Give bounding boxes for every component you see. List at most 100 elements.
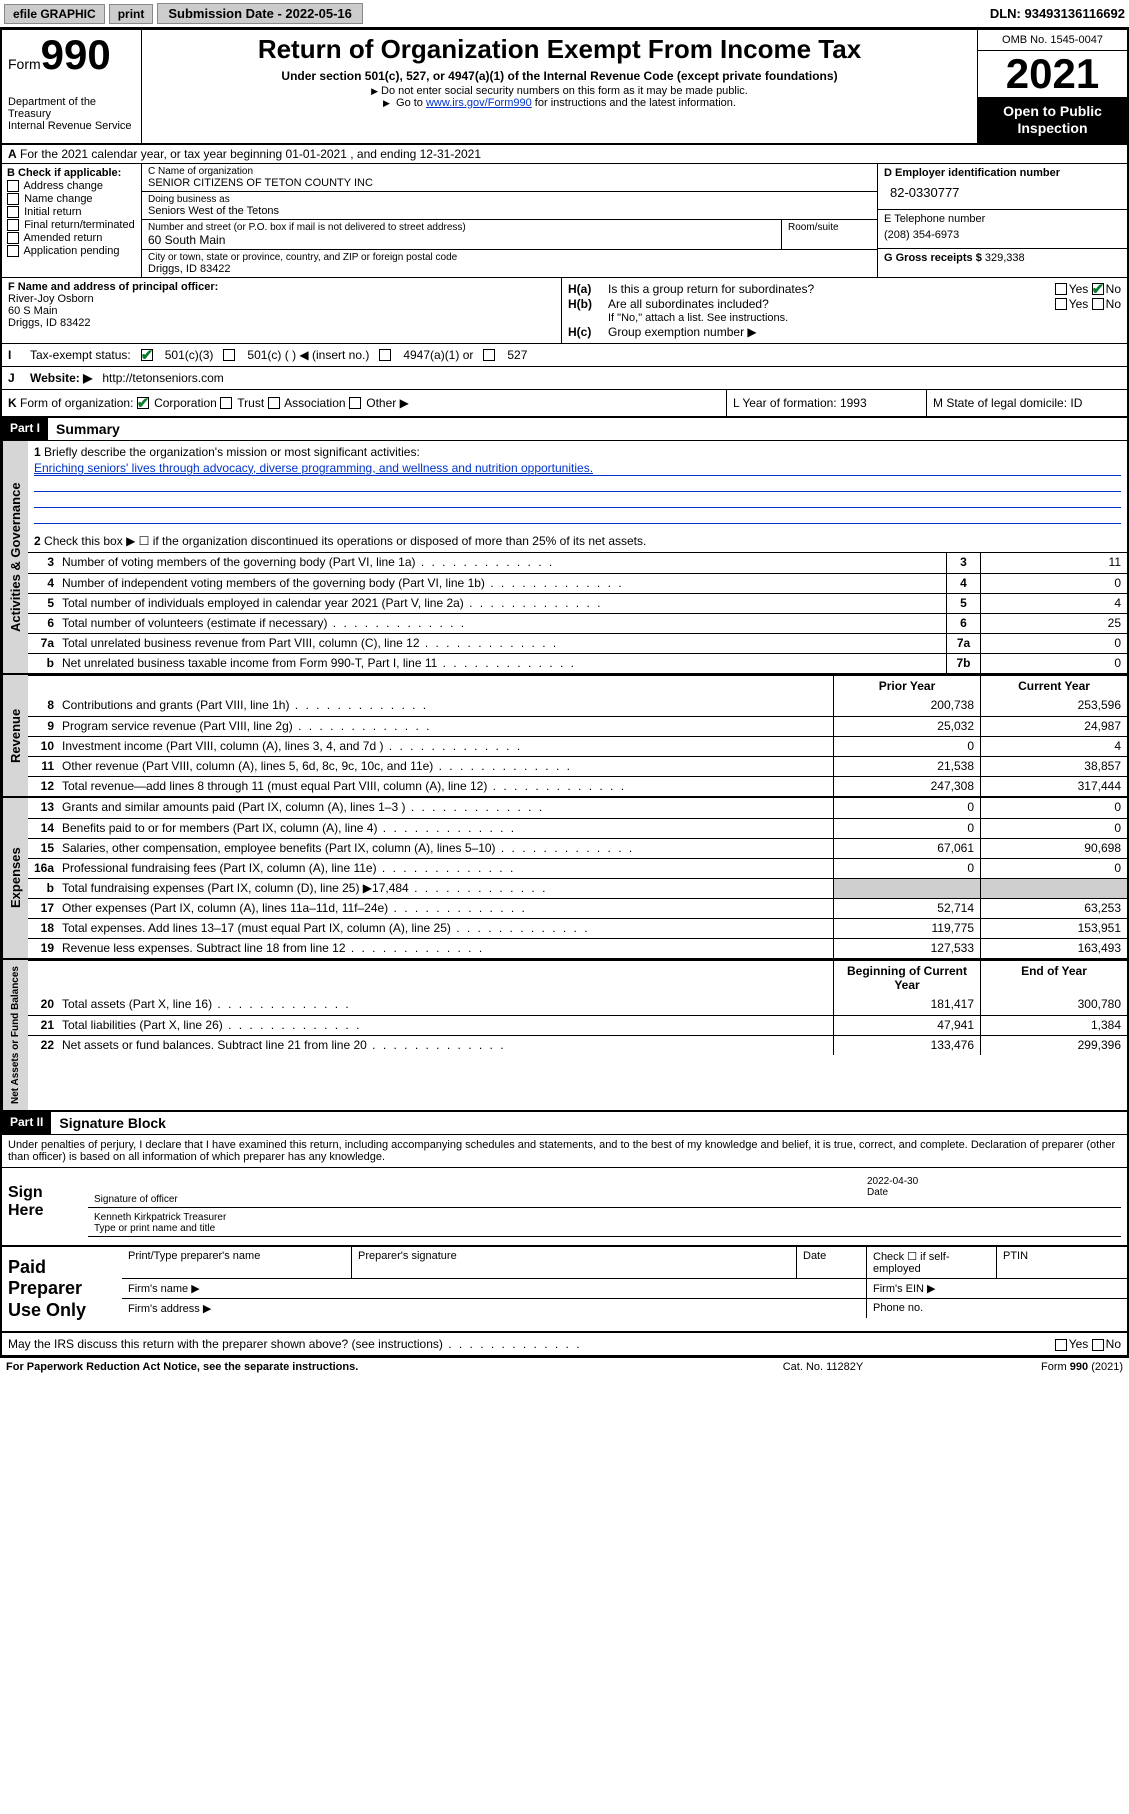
city-label: City or town, state or province, country…: [148, 252, 871, 263]
hb-note: If "No," attach a list. See instructions…: [608, 312, 1121, 324]
top-toolbar: efile GRAPHIC print Submission Date - 20…: [0, 0, 1129, 28]
sig-date-label: Date: [867, 1187, 888, 1198]
efile-button[interactable]: efile GRAPHIC: [4, 4, 105, 24]
hb-no-label: No: [1106, 297, 1121, 311]
header-right: OMB No. 1545-0047 2021 Open to Public In…: [977, 30, 1127, 143]
website-url: http://tetonseniors.com: [102, 371, 223, 385]
i-o1: 501(c)(3): [165, 348, 214, 362]
i-501c[interactable]: [223, 349, 235, 361]
section-expenses: Expenses 13Grants and similar amounts pa…: [2, 798, 1127, 960]
part1-header: Part I Summary: [2, 418, 1127, 441]
rev-header: Prior Year Current Year: [28, 675, 1127, 696]
firm-addr-label: Firm's address ▶: [122, 1299, 867, 1318]
chk-label-2: Initial return: [24, 206, 81, 218]
firm-phone-label: Phone no.: [867, 1299, 1127, 1318]
hint-link: Go to www.irs.gov/Form990 for instructio…: [150, 97, 969, 109]
col-h-group: H(a) Is this a group return for subordin…: [562, 278, 1127, 343]
gov-line: 6Total number of volunteers (estimate if…: [28, 613, 1127, 633]
officer-sig-label: Signature of officer: [94, 1194, 178, 1205]
data-line: 16aProfessional fundraising fees (Part I…: [28, 858, 1127, 878]
section-netassets: Net Assets or Fund Balances Beginning of…: [2, 960, 1127, 1112]
officer-addr1: 60 S Main: [8, 305, 555, 317]
firm-ein-label: Firm's EIN ▶: [867, 1279, 1127, 1298]
print-button[interactable]: print: [109, 4, 154, 24]
hc-text: Group exemption number ▶: [608, 325, 1121, 339]
gov-line: 3Number of voting members of the governi…: [28, 553, 1127, 573]
prep-check-label: Check ☐ if self-employed: [867, 1247, 997, 1278]
officer-label: F Name and address of principal officer:: [8, 281, 218, 293]
i-501c3[interactable]: [141, 349, 153, 361]
col-d-ein: D Employer identification number 82-0330…: [877, 164, 1127, 277]
data-line: 8Contributions and grants (Part VIII, li…: [28, 696, 1127, 716]
data-line: 13Grants and similar amounts paid (Part …: [28, 798, 1127, 818]
chk-app-pending[interactable]: [7, 245, 19, 257]
ha-yes[interactable]: [1055, 283, 1067, 295]
form-container: Form990 Department of the Treasury Inter…: [0, 28, 1129, 1358]
year-formation: L Year of formation: 1993: [727, 390, 927, 416]
ein-value: 82-0330777: [884, 179, 1121, 206]
k-other[interactable]: [349, 397, 361, 409]
phone-value: (208) 354-6973: [884, 225, 1121, 245]
gov-line: 5Total number of individuals employed in…: [28, 593, 1127, 613]
discuss-yes[interactable]: [1055, 1339, 1067, 1351]
data-line: 17Other expenses (Part IX, column (A), l…: [28, 898, 1127, 918]
k-o3: Association: [284, 396, 345, 410]
form-header: Form990 Department of the Treasury Inter…: [2, 30, 1127, 145]
hb-text: Are all subordinates included?: [608, 297, 1055, 311]
i-527[interactable]: [483, 349, 495, 361]
header-left: Form990 Department of the Treasury Inter…: [2, 30, 142, 143]
gross-value: 329,338: [985, 252, 1025, 264]
gov-line: bNet unrelated business taxable income f…: [28, 653, 1127, 673]
officer-addr2: Driggs, ID 83422: [8, 317, 555, 329]
row-a-tax-year: A For the 2021 calendar year, or tax yea…: [2, 145, 1127, 164]
data-line: 19Revenue less expenses. Subtract line 1…: [28, 938, 1127, 958]
chk-amended[interactable]: [7, 232, 19, 244]
i-o4: 527: [507, 348, 527, 362]
submission-date: Submission Date - 2022-05-16: [157, 3, 363, 24]
row-klm: K Form of organization: Corporation Trus…: [2, 390, 1127, 418]
chk-label-0: Address change: [23, 180, 103, 192]
part2-header: Part II Signature Block: [2, 1112, 1127, 1135]
firm-name-label: Firm's name ▶: [122, 1279, 867, 1298]
data-line: 22Net assets or fund balances. Subtract …: [28, 1035, 1127, 1055]
block-bcd: B Check if applicable: Address change Na…: [2, 164, 1127, 278]
hint-post: for instructions and the latest informat…: [532, 97, 736, 109]
k-trust[interactable]: [220, 397, 232, 409]
mission-blank2: [34, 494, 1121, 508]
ha-no-label: No: [1106, 282, 1121, 296]
phone-label: E Telephone number: [884, 213, 1121, 225]
form-subtitle: Under section 501(c), 527, or 4947(a)(1)…: [150, 69, 969, 83]
na-header: Beginning of Current Year End of Year: [28, 960, 1127, 995]
q2-label: 2: [34, 534, 41, 548]
col-k: K Form of organization: Corporation Trus…: [2, 390, 727, 416]
ein-label: D Employer identification number: [884, 167, 1060, 179]
k-corp[interactable]: [137, 397, 149, 409]
data-line: 9Program service revenue (Part VIII, lin…: [28, 716, 1127, 736]
gov-line: 4Number of independent voting members of…: [28, 573, 1127, 593]
street-value: 60 South Main: [148, 233, 775, 247]
hb-no[interactable]: [1092, 298, 1104, 310]
chk-final-return[interactable]: [7, 219, 19, 231]
hc-label: H(c): [568, 325, 608, 339]
k-o4: Other ▶: [366, 396, 409, 410]
hb-yes[interactable]: [1055, 298, 1067, 310]
chk-initial-return[interactable]: [7, 206, 19, 218]
ha-label: H(a): [568, 282, 608, 296]
org-name: SENIOR CITIZENS OF TETON COUNTY INC: [148, 177, 871, 189]
discuss-no[interactable]: [1092, 1339, 1104, 1351]
open-public-badge: Open to Public Inspection: [978, 97, 1127, 143]
page-footer: For Paperwork Reduction Act Notice, see …: [0, 1358, 1129, 1376]
i-4947[interactable]: [379, 349, 391, 361]
chk-address-change[interactable]: [7, 180, 19, 192]
k-assoc[interactable]: [268, 397, 280, 409]
hint-pre: Go to: [396, 97, 426, 109]
ha-no[interactable]: [1092, 283, 1104, 295]
dba-value: Seniors West of the Tetons: [148, 205, 871, 217]
chk-name-change[interactable]: [7, 193, 19, 205]
form-title: Return of Organization Exempt From Incom…: [150, 34, 969, 65]
omb-number: OMB No. 1545-0047: [978, 30, 1127, 51]
irs-link[interactable]: www.irs.gov/Form990: [426, 97, 532, 109]
prep-sig-label: Preparer's signature: [352, 1247, 797, 1278]
col-c-org-info: C Name of organization SENIOR CITIZENS O…: [142, 164, 877, 277]
data-line: 20Total assets (Part X, line 16)181,4173…: [28, 995, 1127, 1015]
